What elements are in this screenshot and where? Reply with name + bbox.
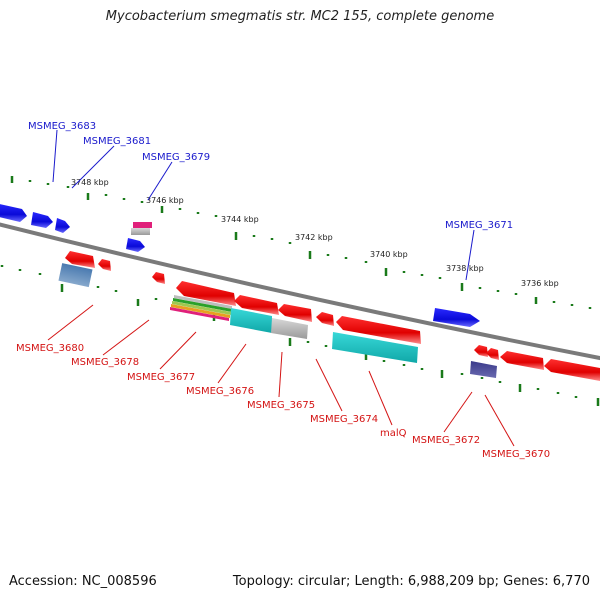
label-leader-lines bbox=[47, 129, 515, 447]
gene-gray-block[interactable] bbox=[131, 228, 150, 235]
gene-label[interactable]: MSMEG_3678 bbox=[71, 357, 139, 368]
feature-gray-3675[interactable] bbox=[271, 318, 308, 339]
gene-msmeg-3681[interactable] bbox=[55, 218, 70, 233]
feature-stack-3677 bbox=[170, 295, 232, 321]
tick-label: 3742 kbp bbox=[295, 233, 333, 242]
gene-msmeg-3672[interactable] bbox=[474, 345, 488, 357]
forward-genes bbox=[0, 203, 480, 327]
gene-msmeg-3674[interactable] bbox=[278, 304, 312, 322]
gene-msmeg-3675[interactable] bbox=[234, 295, 279, 315]
genome-backbone bbox=[0, 222, 600, 361]
tick-label: 3748 kbp bbox=[71, 178, 109, 187]
tick-label: 3746 kbp bbox=[146, 196, 184, 205]
gene-label[interactable]: MSMEG_3683 bbox=[28, 121, 96, 132]
gene-label[interactable]: MSMEG_3681 bbox=[83, 136, 151, 147]
gene-msmeg-3671[interactable] bbox=[433, 308, 480, 327]
gene-label[interactable]: MSMEG_3675 bbox=[247, 400, 315, 411]
gene-pink-block[interactable] bbox=[133, 222, 152, 228]
gene-label[interactable]: MSMEG_3672 bbox=[412, 435, 480, 446]
gene-msmeg-3678[interactable] bbox=[98, 259, 111, 271]
gene-label[interactable]: MSMEG_3671 bbox=[445, 220, 513, 231]
gene-msmeg-3669[interactable] bbox=[544, 359, 600, 381]
gene-msmeg-3682[interactable] bbox=[31, 212, 53, 228]
tick-labels: 3748 kbp 3746 kbp 3744 kbp 3742 kbp 3740… bbox=[71, 178, 559, 288]
gene-malq[interactable] bbox=[336, 316, 421, 344]
map-title: Mycobacterium smegmatis str. MC2 155, co… bbox=[105, 9, 495, 24]
gene-stack-3746 bbox=[131, 222, 152, 235]
gene-msmeg-3683[interactable] bbox=[0, 203, 27, 222]
gene-msmeg-3672b[interactable] bbox=[486, 348, 499, 360]
gene-labels: MSMEG_3683 MSMEG_3681 MSMEG_3679 MSMEG_3… bbox=[16, 121, 550, 460]
tick-label: 3740 kbp bbox=[370, 250, 408, 259]
tick-label: 3736 kbp bbox=[521, 279, 559, 288]
genome-stats-text: Topology: circular; Length: 6,988,209 bp… bbox=[232, 574, 590, 589]
gene-label[interactable]: MSMEG_3680 bbox=[16, 343, 84, 354]
gene-label[interactable]: MSMEG_3676 bbox=[186, 386, 254, 397]
gene-label[interactable]: MSMEG_3677 bbox=[127, 372, 195, 383]
feature-navy-3672[interactable] bbox=[470, 361, 497, 378]
accession-text: Accession: NC_008596 bbox=[9, 574, 157, 589]
gene-msmeg-3670[interactable] bbox=[500, 351, 544, 370]
gene-label[interactable]: MSMEG_3670 bbox=[482, 449, 550, 460]
gene-label[interactable]: MSMEG_3674 bbox=[310, 414, 378, 425]
feature-cyan-3676[interactable] bbox=[230, 308, 272, 333]
gene-msmeg-3677[interactable] bbox=[152, 272, 165, 284]
gene-label[interactable]: malQ bbox=[380, 428, 407, 439]
reverse-genes bbox=[58, 251, 600, 381]
feature-cyan-malq[interactable] bbox=[332, 332, 418, 363]
gene-msmeg-3680[interactable] bbox=[65, 251, 95, 268]
gene-msmeg-3680-feature[interactable] bbox=[58, 263, 93, 288]
gene-label[interactable]: MSMEG_3679 bbox=[142, 152, 210, 163]
tick-label: 3744 kbp bbox=[221, 215, 259, 224]
gene-malq-upstream[interactable] bbox=[316, 312, 334, 326]
tick-label: 3738 kbp bbox=[446, 264, 484, 273]
forward-tick-track bbox=[10, 176, 592, 309]
gene-msmeg-3679[interactable] bbox=[126, 238, 145, 252]
gene-msmeg-3676[interactable] bbox=[176, 281, 236, 306]
